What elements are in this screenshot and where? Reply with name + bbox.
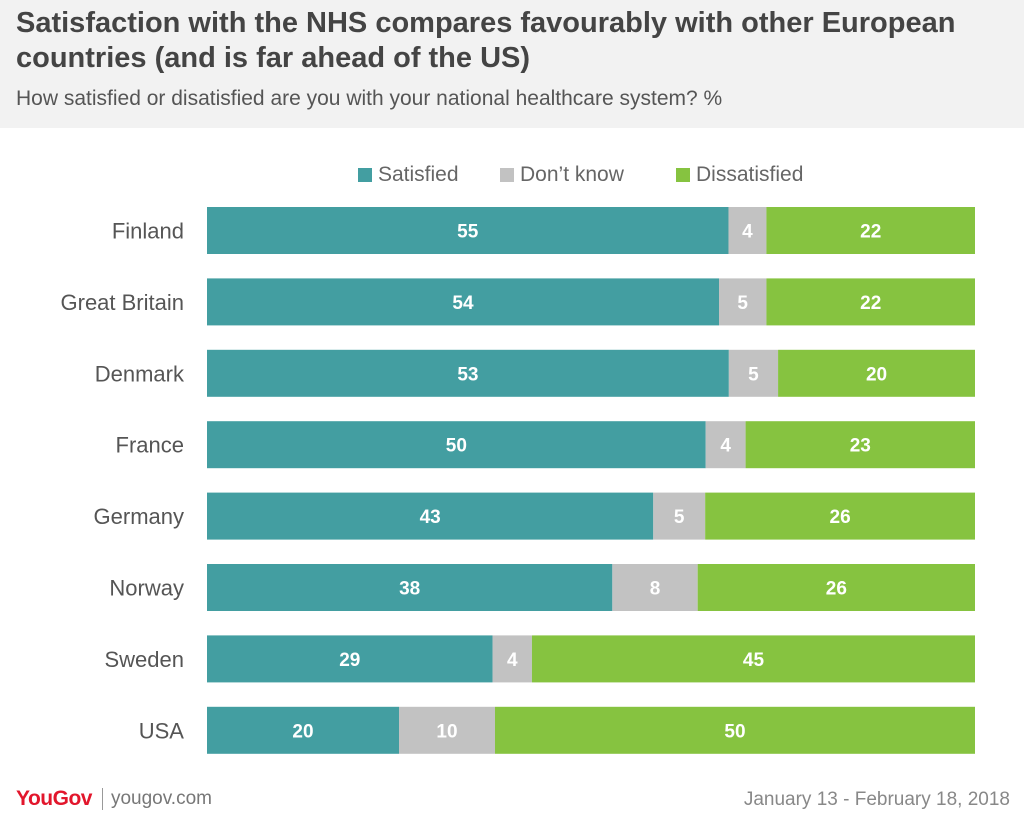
data-label-france-don-t-know: 4: [720, 436, 731, 457]
data-label-france-satisfied: 50: [446, 436, 467, 457]
bar-great-britain-don-t-know: [719, 278, 767, 326]
data-label-denmark-satisfied: 53: [457, 364, 478, 385]
data-label-finland-dissatisfied: 22: [860, 222, 881, 243]
data-label-denmark-dissatisfied: 20: [866, 364, 887, 385]
legend-swatch-dont-know: [500, 168, 514, 182]
data-label-great-britain-dissatisfied: 22: [860, 293, 881, 314]
data-label-norway-satisfied: 38: [399, 579, 420, 600]
data-label-france-dissatisfied: 23: [850, 436, 871, 457]
data-label-usa-dissatisfied: 50: [724, 721, 745, 742]
legend-item-dissatisfied: Dissatisfied: [676, 160, 803, 190]
data-label-norway-don-t-know: 8: [650, 579, 661, 600]
header: Satisfaction with the NHS compares favou…: [0, 0, 1024, 128]
bar-usa-dissatisfied: [495, 706, 975, 754]
bar-germany-don-t-know: [653, 492, 706, 540]
data-label-sweden-don-t-know: 4: [507, 650, 518, 671]
bar-great-britain-satisfied: [207, 278, 719, 326]
bar-finland-satisfied: [207, 207, 729, 254]
data-label-great-britain-don-t-know: 5: [737, 293, 748, 314]
legend-swatch-satisfied: [358, 168, 372, 182]
legend: Satisfied Don’t know Dissatisfied: [0, 160, 1024, 190]
data-label-norway-dissatisfied: 26: [826, 579, 847, 600]
chart-subtitle: How satisfied or disatisfied are you wit…: [16, 87, 723, 110]
category-label-great-britain: Great Britain: [61, 290, 185, 315]
footer-date: January 13 - February 18, 2018: [743, 789, 1010, 810]
data-label-germany-don-t-know: 5: [674, 507, 685, 528]
data-label-germany-dissatisfied: 26: [830, 507, 851, 528]
bar-finland-don-t-know: [728, 207, 767, 254]
bar-finland-dissatisfied: [766, 207, 975, 254]
bar-denmark-don-t-know: [728, 349, 779, 397]
legend-label-satisfied: Satisfied: [378, 163, 459, 186]
data-label-germany-satisfied: 43: [420, 507, 441, 528]
brand-url: yougov.com: [110, 788, 212, 809]
bar-usa-don-t-know: [399, 706, 495, 754]
data-label-finland-don-t-know: 4: [742, 222, 753, 243]
bar-france-satisfied: [207, 421, 706, 469]
bar-germany-satisfied: [207, 492, 654, 540]
bar-usa-satisfied: [207, 706, 399, 754]
bar-norway-don-t-know: [612, 564, 698, 611]
legend-label-dissatisfied: Dissatisfied: [696, 163, 804, 186]
legend-swatch-dissatisfied: [676, 168, 690, 182]
data-label-usa-don-t-know: 10: [436, 721, 457, 742]
bar-sweden-satisfied: [207, 635, 493, 683]
category-label-norway: Norway: [109, 576, 184, 601]
category-label-france: France: [116, 433, 184, 458]
brand-divider: [101, 788, 103, 810]
bar-france-dissatisfied: [745, 421, 975, 469]
category-label-sweden: Sweden: [104, 647, 184, 672]
data-label-great-britain-satisfied: 54: [452, 293, 474, 314]
bar-denmark-dissatisfied: [778, 349, 975, 397]
category-label-denmark: Denmark: [95, 361, 185, 386]
bar-great-britain-dissatisfied: [766, 278, 975, 326]
data-label-usa-satisfied: 20: [292, 721, 313, 742]
legend-item-satisfied: Satisfied: [358, 160, 459, 190]
bar-denmark-satisfied: [207, 349, 729, 397]
legend-label-dont-know: Don’t know: [520, 163, 624, 186]
yougov-logo: YouGov: [16, 787, 92, 810]
category-label-germany: Germany: [94, 504, 184, 529]
category-label-usa: USA: [139, 718, 185, 743]
bar-norway-satisfied: [207, 564, 613, 611]
bar-sweden-don-t-know: [492, 635, 532, 683]
bar-france-don-t-know: [705, 421, 746, 469]
data-label-sweden-satisfied: 29: [339, 650, 360, 671]
bar-germany-dissatisfied: [705, 492, 975, 540]
bar-sweden-dissatisfied: [531, 635, 975, 683]
data-label-sweden-dissatisfied: 45: [743, 650, 765, 671]
category-label-finland: Finland: [112, 219, 184, 244]
chart-title: Satisfaction with the NHS compares favou…: [16, 7, 956, 74]
legend-item-dont-know: Don’t know: [500, 160, 624, 190]
data-label-finland-satisfied: 55: [457, 222, 479, 243]
bar-norway-dissatisfied: [697, 564, 975, 611]
footer-brand: YouGov yougov.com: [16, 787, 212, 811]
data-label-denmark-don-t-know: 5: [748, 364, 759, 385]
